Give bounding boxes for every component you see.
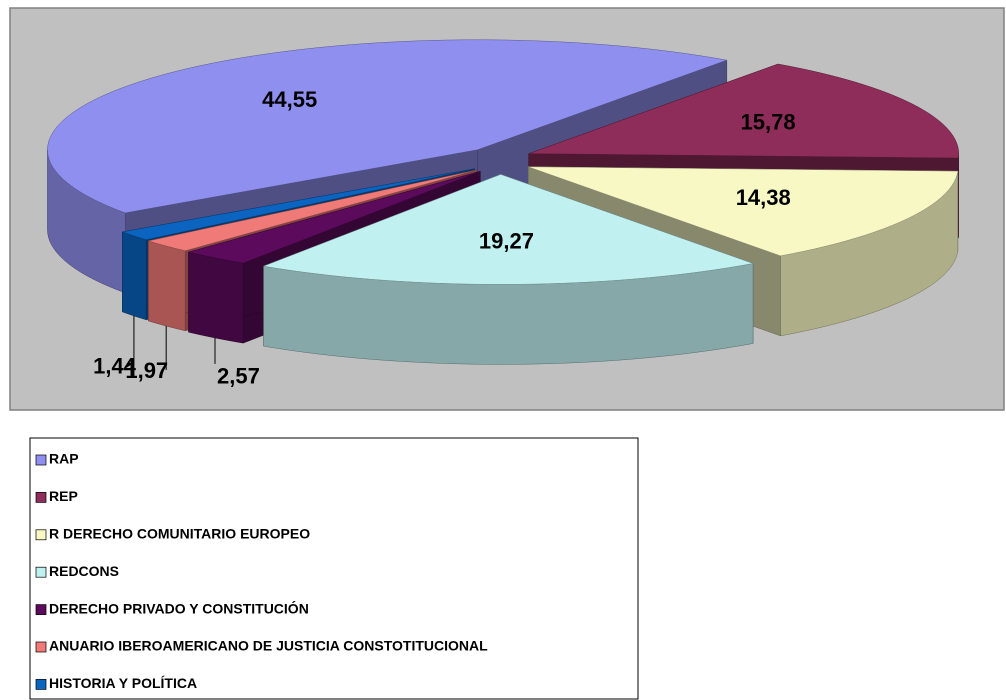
legend-swatch bbox=[35, 566, 47, 578]
value-label: 15,78 bbox=[741, 109, 796, 134]
value-label: 19,27 bbox=[479, 228, 534, 253]
slice-wall bbox=[122, 231, 147, 321]
legend-label: ANUARIO IBEROAMERICANO DE JUSTICIA CONST… bbox=[49, 638, 488, 654]
value-label: 44,55 bbox=[262, 87, 317, 112]
value-label: 1,97 bbox=[125, 358, 168, 383]
legend-swatch bbox=[35, 679, 47, 690]
value-label: 1,44 bbox=[93, 354, 137, 379]
slice-top bbox=[148, 169, 477, 252]
legend-swatch bbox=[35, 492, 47, 503]
slice-tops bbox=[47, 39, 959, 285]
legend-label: RAP bbox=[49, 451, 79, 467]
value-label: 2,57 bbox=[217, 364, 260, 389]
legend-swatch bbox=[35, 529, 47, 541]
legend-swatch bbox=[35, 454, 47, 466]
slice-top bbox=[188, 171, 481, 264]
legend-label: REDCONS bbox=[49, 563, 119, 579]
slice-wall bbox=[188, 251, 244, 344]
slice-top bbox=[528, 166, 959, 257]
legend-swatch bbox=[35, 604, 47, 615]
legend-swatch bbox=[35, 641, 47, 653]
legend-label: R DERECHO COMUNITARIO EUROPEO bbox=[49, 526, 310, 542]
legend-label: HISTORIA Y POLÍTICA bbox=[49, 675, 197, 691]
slice-top bbox=[121, 168, 475, 241]
slice-top bbox=[262, 174, 755, 285]
legend-label: DERECHO PRIVADO Y CONSTITUCIÓN bbox=[49, 599, 309, 616]
slice-top bbox=[47, 39, 728, 214]
value-label: 14,38 bbox=[736, 185, 791, 210]
legend-label: REP bbox=[49, 488, 78, 504]
slice-wall bbox=[148, 240, 186, 332]
slice-top bbox=[528, 63, 959, 159]
legend-box bbox=[29, 437, 639, 700]
